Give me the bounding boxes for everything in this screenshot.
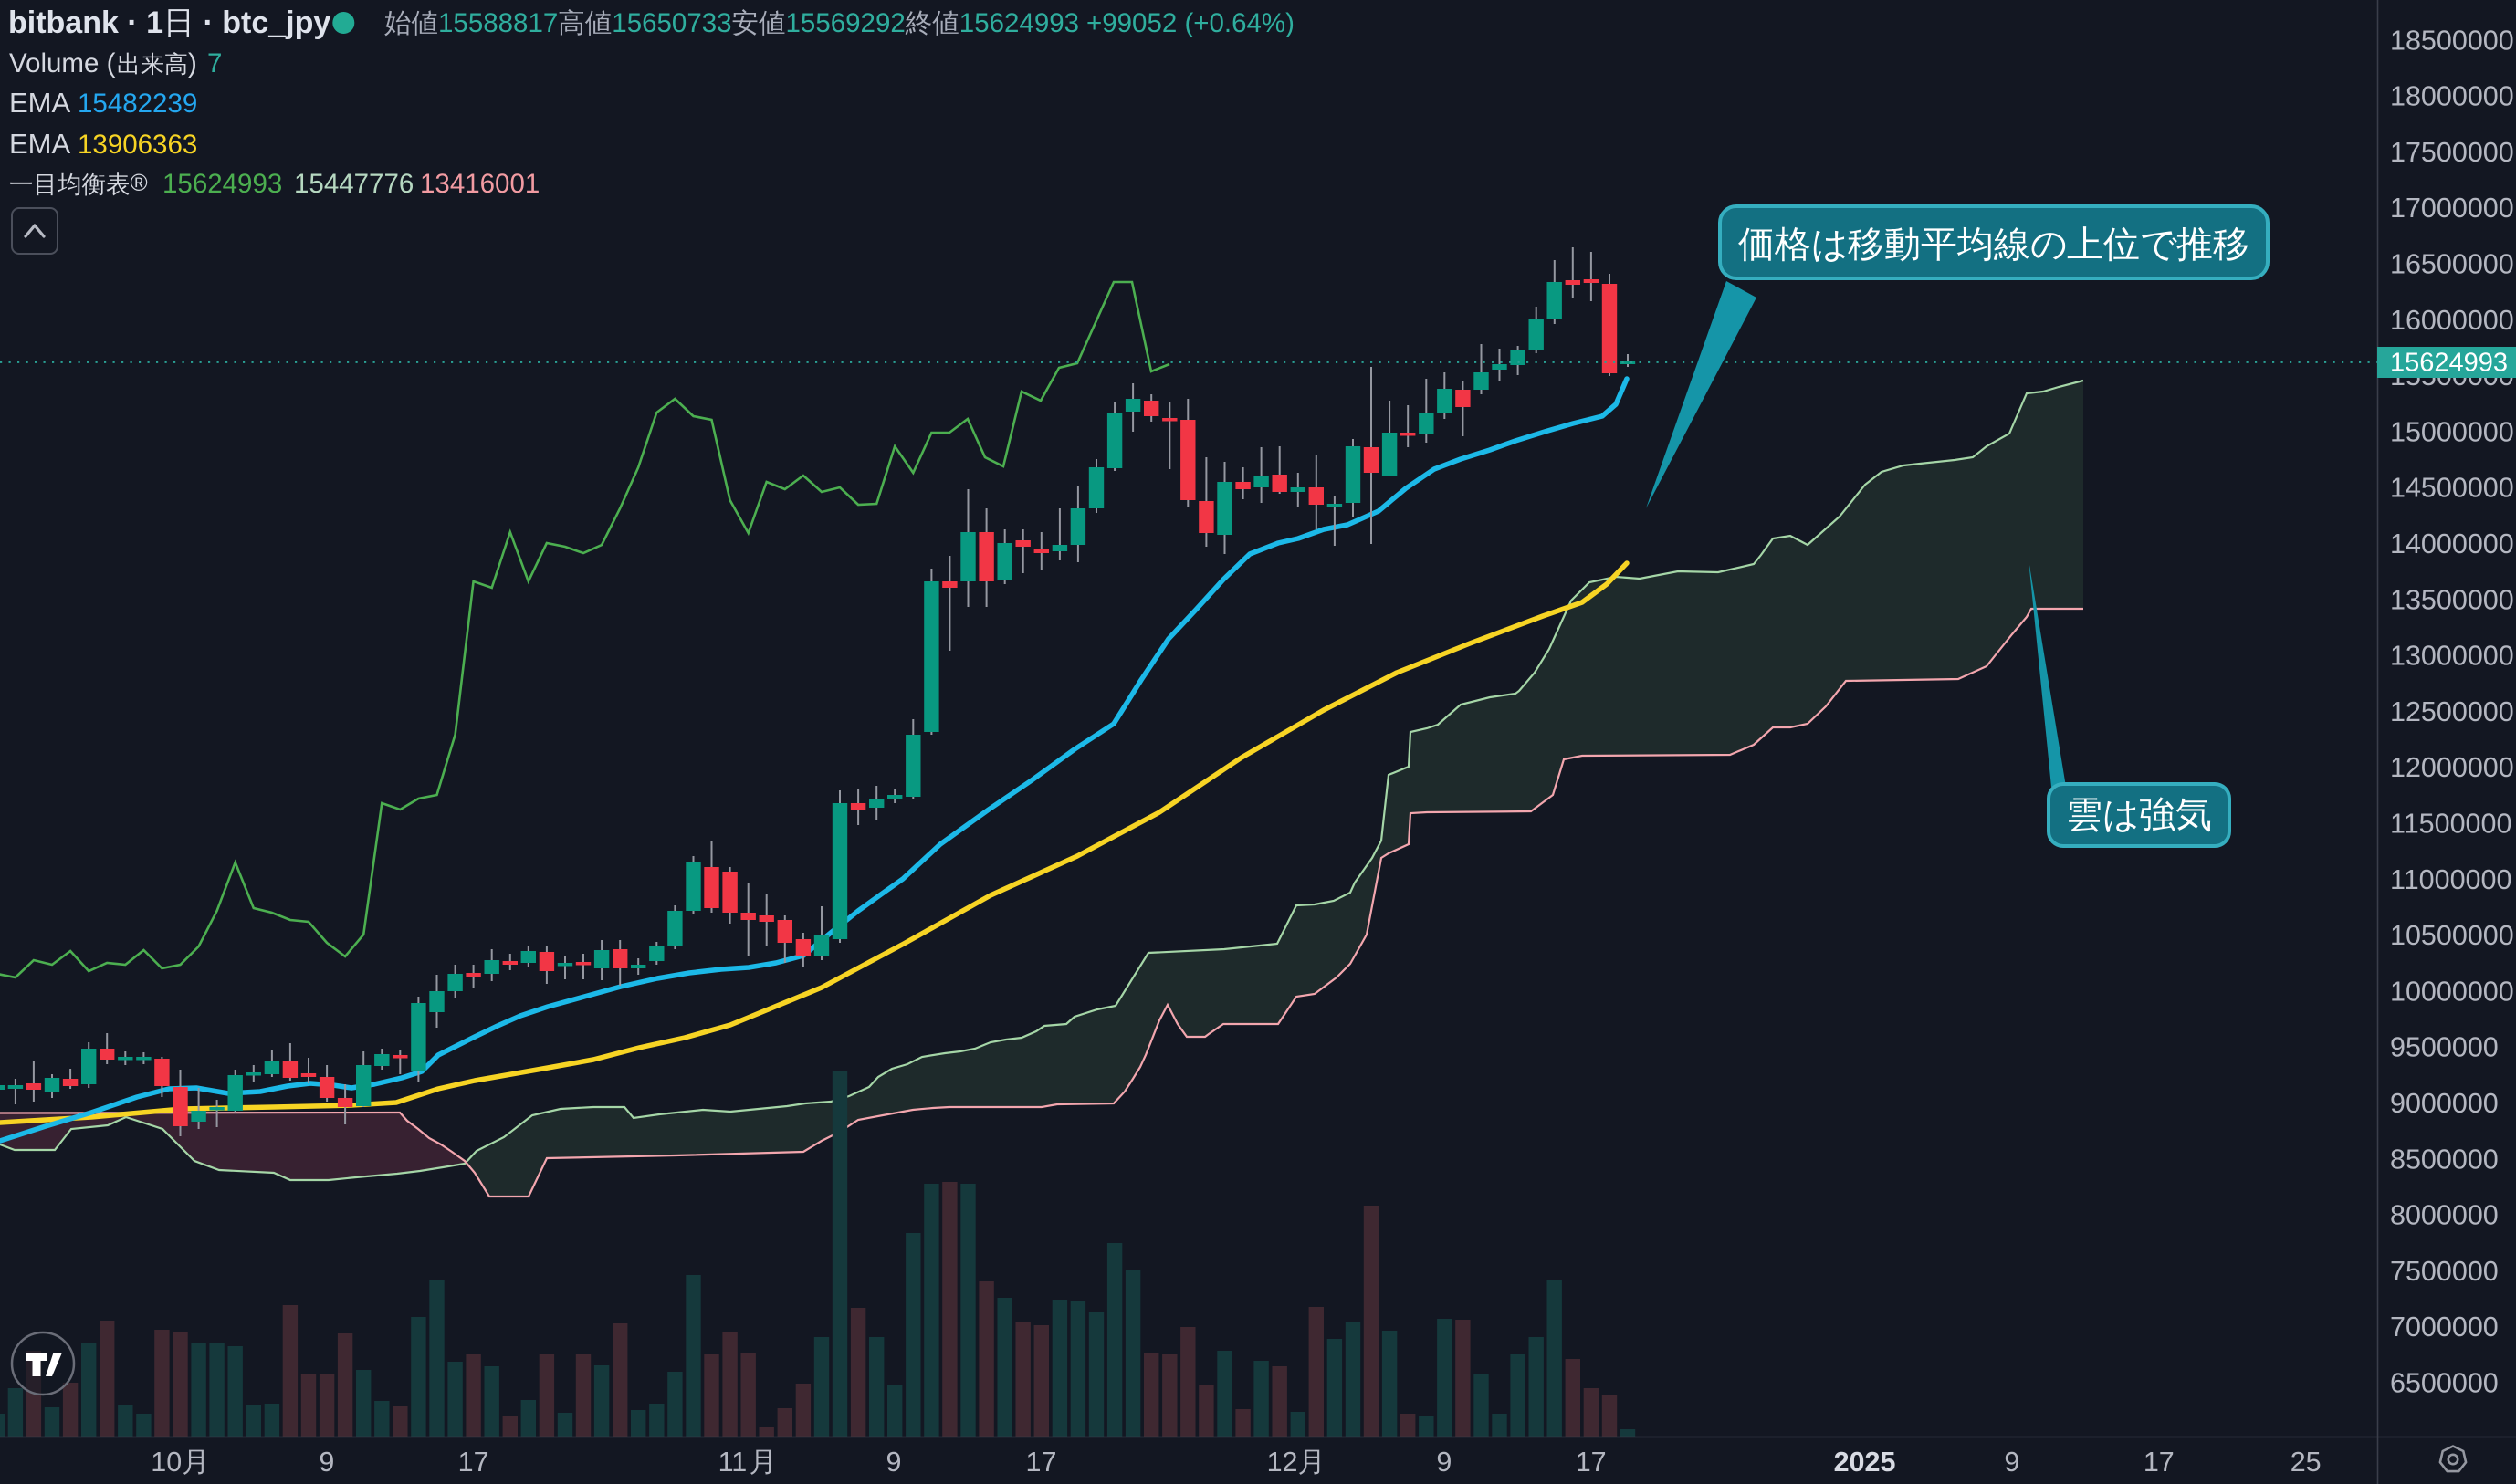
svg-text:9500000: 9500000: [2390, 1032, 2499, 1063]
svg-text:25: 25: [2291, 1447, 2322, 1478]
svg-text:13500000: 13500000: [2390, 584, 2514, 615]
svg-text:13000000: 13000000: [2390, 641, 2514, 672]
svg-text:15482239: 15482239: [78, 89, 197, 119]
svg-text:8000000: 8000000: [2390, 1200, 2499, 1231]
svg-text:15000000: 15000000: [2390, 416, 2514, 447]
svg-text:· btc_jpy: · btc_jpy: [204, 5, 331, 40]
svg-text:11500000: 11500000: [2390, 809, 2511, 840]
svg-text:17000000: 17000000: [2390, 193, 2514, 224]
svg-text:17: 17: [1026, 1447, 1057, 1478]
svg-text:15569292: 15569292: [786, 8, 906, 38]
svg-text:7000000: 7000000: [2390, 1312, 2499, 1343]
svg-text:17500000: 17500000: [2390, 137, 2514, 168]
svg-text:12000000: 12000000: [2390, 752, 2514, 783]
svg-text:bitbank · 1: bitbank · 1: [8, 5, 163, 40]
svg-text:11: 11: [718, 1447, 748, 1478]
svg-text:9: 9: [319, 1447, 334, 1478]
svg-text:12500000: 12500000: [2390, 696, 2514, 727]
svg-text:15624993: 15624993: [2390, 349, 2508, 378]
svg-text:10500000: 10500000: [2390, 920, 2514, 951]
svg-text:11000000: 11000000: [2390, 864, 2511, 895]
svg-text:7500000: 7500000: [2390, 1256, 2499, 1287]
svg-text:15447776: 15447776: [294, 169, 414, 199]
svg-text:13416001: 13416001: [420, 169, 540, 199]
svg-text:9: 9: [1436, 1447, 1452, 1478]
svg-text:): ): [188, 48, 197, 78]
svg-text:+99052 (+0.64%): +99052 (+0.64%): [1086, 8, 1295, 38]
svg-text:Volume (: Volume (: [9, 48, 116, 78]
svg-text:14000000: 14000000: [2390, 528, 2514, 559]
svg-text:2025: 2025: [1834, 1447, 1896, 1478]
svg-text:8500000: 8500000: [2390, 1144, 2499, 1175]
svg-text:7: 7: [207, 48, 222, 78]
svg-text:15624993: 15624993: [162, 169, 282, 199]
svg-text:14500000: 14500000: [2390, 473, 2514, 504]
svg-text:15650733: 15650733: [612, 8, 731, 38]
svg-text:18000000: 18000000: [2390, 81, 2514, 112]
svg-text:EMA: EMA: [9, 87, 71, 119]
svg-text:9: 9: [2004, 1447, 2019, 1478]
svg-text:15588817: 15588817: [438, 8, 558, 38]
svg-text:9: 9: [886, 1447, 902, 1478]
svg-text:15624993: 15624993: [959, 8, 1079, 38]
svg-text:18500000: 18500000: [2390, 25, 2514, 56]
svg-text:12: 12: [1267, 1447, 1298, 1478]
svg-text:16000000: 16000000: [2390, 305, 2514, 336]
svg-text:17: 17: [1576, 1447, 1607, 1478]
svg-text:EMA: EMA: [9, 128, 71, 160]
svg-text:®: ®: [131, 169, 148, 196]
svg-text:10000000: 10000000: [2390, 976, 2514, 1007]
svg-text:6500000: 6500000: [2390, 1368, 2499, 1399]
svg-text:9000000: 9000000: [2390, 1088, 2499, 1119]
svg-text:16500000: 16500000: [2390, 249, 2514, 280]
svg-text:17: 17: [2144, 1447, 2175, 1478]
svg-text:13906363: 13906363: [78, 130, 197, 160]
svg-text:10: 10: [151, 1447, 182, 1478]
svg-text:17: 17: [458, 1447, 489, 1478]
